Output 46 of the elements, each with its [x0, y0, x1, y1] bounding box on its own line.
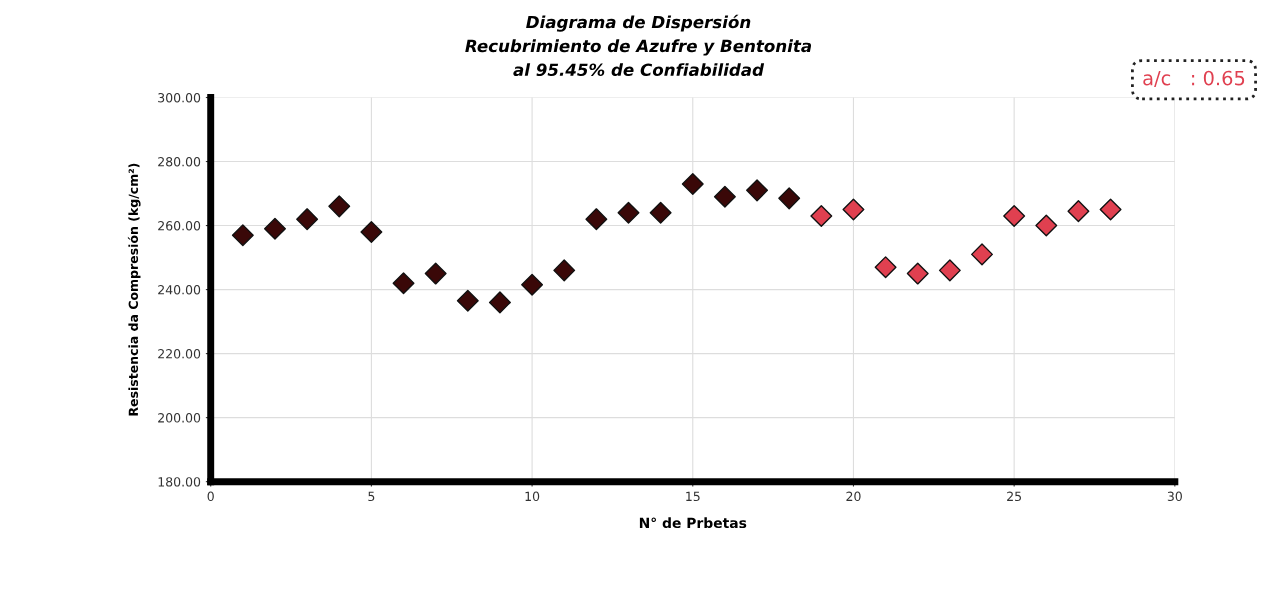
point — [263, 217, 286, 240]
point — [1067, 200, 1090, 223]
point — [713, 185, 736, 208]
point — [231, 224, 254, 247]
point — [1099, 198, 1122, 221]
point — [746, 179, 769, 202]
point — [938, 259, 961, 282]
y-tick-label: 220.00 — [158, 349, 201, 359]
point — [521, 273, 544, 296]
point — [392, 272, 415, 295]
point — [1035, 214, 1058, 237]
x-axis-title: N° de Prbetas — [639, 517, 747, 529]
point — [617, 201, 640, 224]
x-tick-label: 5 — [368, 491, 375, 502]
point — [842, 198, 865, 221]
point — [971, 243, 994, 266]
point — [906, 262, 929, 285]
point — [649, 201, 672, 224]
point — [778, 187, 801, 210]
y-tick-label: 280.00 — [158, 157, 201, 167]
text: a/c : 0.65 — [1143, 70, 1245, 87]
y-tick-label: 300.00 — [158, 92, 201, 103]
point — [360, 220, 383, 243]
x-tick-label: 15 — [686, 491, 700, 502]
point — [328, 195, 351, 218]
point — [296, 208, 319, 231]
y-tick-label: 260.00 — [158, 221, 201, 231]
point — [681, 172, 704, 195]
y-tick-label: 200.00 — [158, 413, 201, 423]
point — [810, 204, 833, 227]
chart-title: Diagrama de Dispersión Recubrimiento de Azufre y Bentonita al 95.45% de Confiabilidad — [465, 14, 812, 77]
y-axis-title: Resistencia da Compresión (kg/cm²) — [127, 163, 141, 416]
point — [1003, 204, 1026, 227]
point — [585, 208, 608, 231]
x-tick-label: 30 — [1167, 491, 1182, 502]
y-tick-label: 240.00 — [158, 285, 201, 295]
point — [488, 291, 511, 314]
y-tick-label: 180.00 — [158, 477, 201, 487]
point — [424, 262, 447, 285]
x-tick-label: 25 — [1007, 491, 1022, 502]
point — [874, 256, 897, 279]
point — [456, 289, 479, 312]
x-tick-label: 20 — [846, 491, 861, 502]
x-tick-label: 10 — [525, 491, 540, 502]
point — [553, 259, 576, 282]
x-tick-label: 0 — [207, 491, 214, 502]
